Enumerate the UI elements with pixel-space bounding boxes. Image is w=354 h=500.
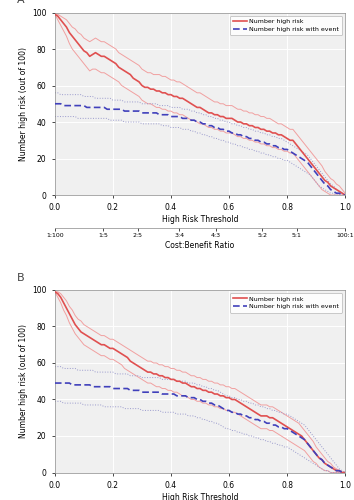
Number high risk xyxy=(53,12,57,18)
Number high risk xyxy=(125,70,130,75)
Number high risk xyxy=(125,354,130,360)
Legend: Number high risk, Number high risk with event: Number high risk, Number high risk with … xyxy=(230,16,342,35)
Number high risk xyxy=(256,124,260,130)
Number high risk with event xyxy=(73,102,77,108)
X-axis label: Cost:Benefit Ratio: Cost:Benefit Ratio xyxy=(165,241,235,250)
Number high risk with event xyxy=(256,416,260,422)
Number high risk xyxy=(343,192,347,198)
Number high risk with event xyxy=(53,101,57,107)
Number high risk with event xyxy=(227,408,231,414)
Number high risk with event xyxy=(256,138,260,143)
Number high risk with event xyxy=(186,394,190,400)
Text: B: B xyxy=(17,272,25,282)
Legend: Number high risk, Number high risk with event: Number high risk, Number high risk with … xyxy=(230,293,342,312)
Y-axis label: Number high risk (out of 100): Number high risk (out of 100) xyxy=(19,47,28,161)
Number high risk xyxy=(73,37,77,43)
X-axis label: High Risk Threshold: High Risk Threshold xyxy=(162,215,238,224)
Line: Number high risk: Number high risk xyxy=(55,14,345,195)
Number high risk with event xyxy=(186,116,190,121)
Text: A: A xyxy=(17,0,25,5)
Line: Number high risk with event: Number high risk with event xyxy=(55,104,345,195)
Number high risk with event xyxy=(270,143,275,149)
Number high risk xyxy=(343,470,347,476)
Number high risk with event xyxy=(343,470,347,476)
Number high risk xyxy=(186,382,190,388)
Number high risk xyxy=(340,470,344,476)
Number high risk with event xyxy=(270,422,275,428)
Y-axis label: Number high risk (out of 100): Number high risk (out of 100) xyxy=(19,324,28,438)
Number high risk xyxy=(227,116,231,121)
Number high risk with event xyxy=(125,108,130,114)
Number high risk with event xyxy=(343,192,347,198)
Number high risk with event xyxy=(73,382,77,388)
Number high risk with event xyxy=(227,128,231,134)
Number high risk with event xyxy=(125,386,130,392)
Number high risk with event xyxy=(340,192,344,198)
Line: Number high risk: Number high risk xyxy=(55,292,345,472)
Number high risk xyxy=(270,414,275,420)
Number high risk with event xyxy=(340,470,344,476)
Number high risk xyxy=(53,289,57,295)
Number high risk xyxy=(73,322,77,328)
Number high risk with event xyxy=(53,380,57,386)
Number high risk xyxy=(186,99,190,105)
Number high risk xyxy=(270,130,275,136)
X-axis label: High Risk Threshold: High Risk Threshold xyxy=(162,492,238,500)
Line: Number high risk with event: Number high risk with event xyxy=(55,383,345,472)
Number high risk xyxy=(227,394,231,400)
Number high risk xyxy=(256,411,260,417)
